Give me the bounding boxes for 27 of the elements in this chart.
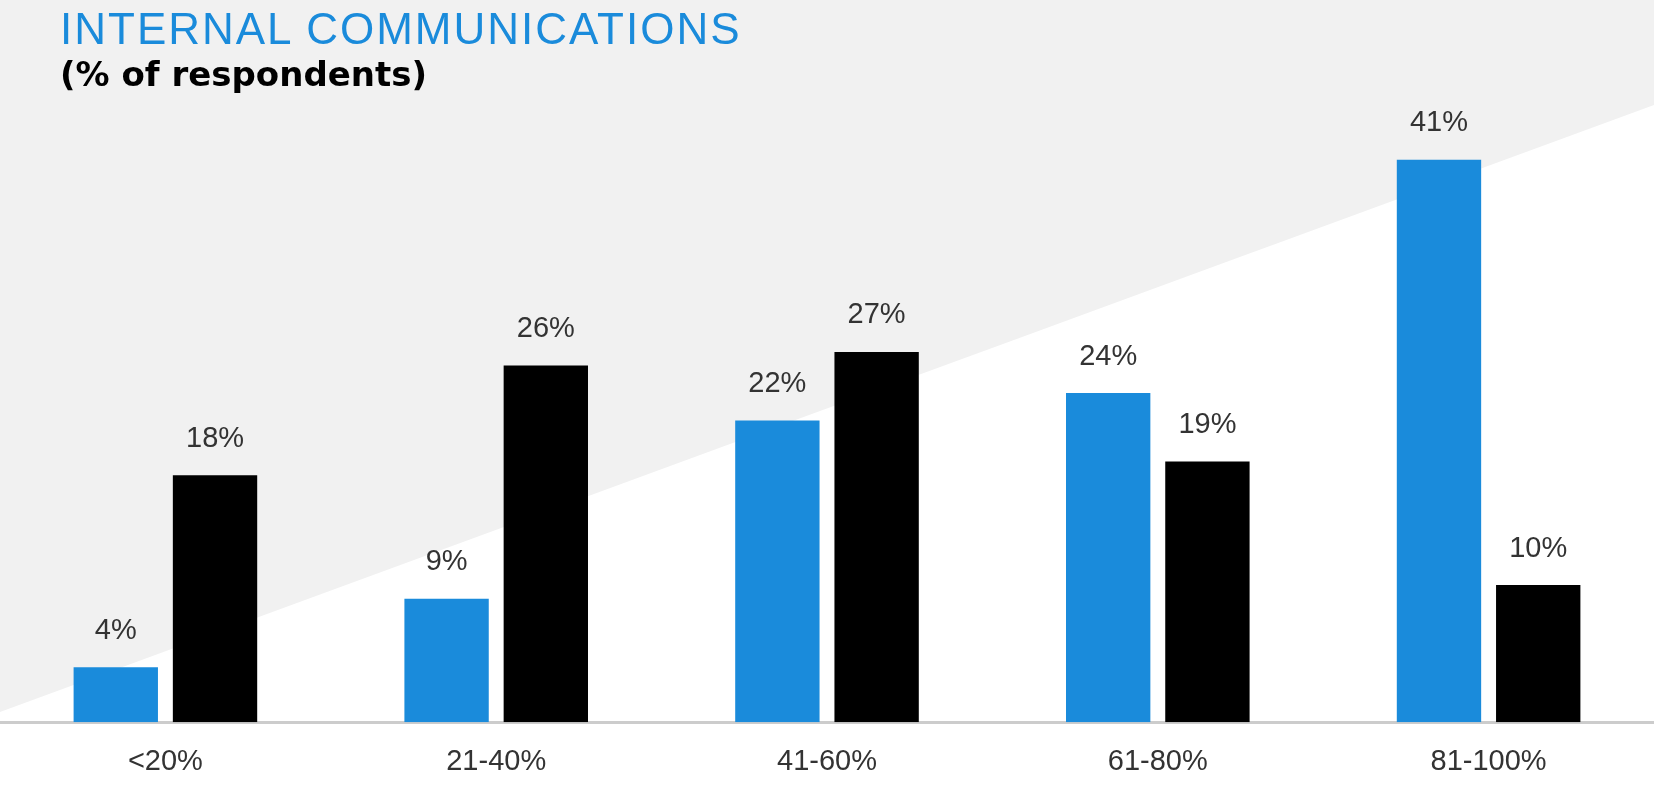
- bar: [735, 420, 820, 723]
- data-label: 10%: [1509, 530, 1568, 563]
- data-label: 18%: [186, 420, 245, 453]
- data-label: 9%: [425, 544, 468, 577]
- data-label: 27%: [847, 297, 906, 330]
- x-tick-label: 81-100%: [1430, 743, 1547, 776]
- data-label: 22%: [748, 365, 807, 398]
- bar: [172, 475, 258, 723]
- bar: [834, 351, 919, 723]
- bar: [404, 598, 489, 723]
- bar: [1396, 159, 1482, 723]
- data-label: 24%: [1079, 338, 1138, 371]
- data-label: 26%: [516, 311, 575, 344]
- chart-subtitle: (% of respondents): [60, 54, 428, 94]
- bar: [1496, 585, 1581, 723]
- x-tick-label: 61-80%: [1107, 743, 1208, 776]
- bar: [1066, 393, 1151, 723]
- chart-title: INTERNAL COMMUNICATIONS: [60, 4, 742, 54]
- data-label: 4%: [94, 612, 137, 645]
- x-tick-label: 21-40%: [446, 743, 547, 776]
- x-tick-label: <20%: [127, 743, 203, 776]
- data-label: 19%: [1178, 407, 1237, 440]
- data-label: 41%: [1409, 105, 1468, 138]
- x-tick-label: 41-60%: [777, 743, 877, 776]
- bar: [503, 365, 588, 723]
- bar: [1165, 461, 1250, 723]
- bar: [73, 667, 158, 723]
